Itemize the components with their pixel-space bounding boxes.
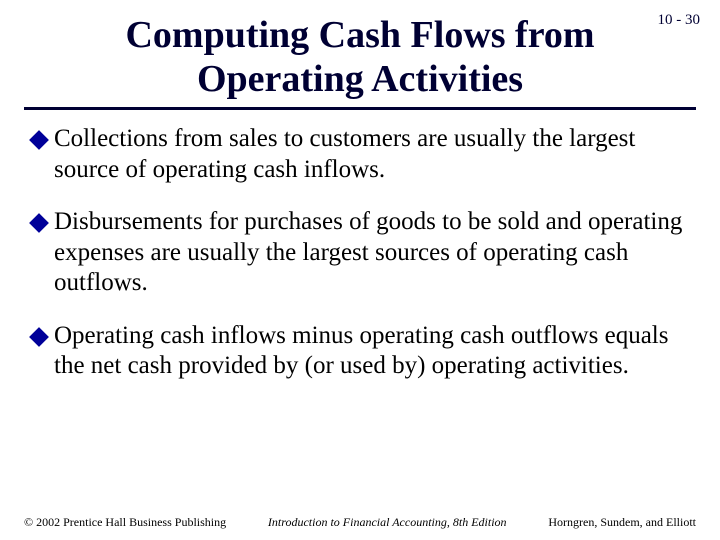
slide-footer: © 2002 Prentice Hall Business Publishing…	[0, 515, 720, 530]
footer-copyright: © 2002 Prentice Hall Business Publishing	[24, 515, 226, 530]
bullet-text: Collections from sales to customers are …	[54, 124, 688, 185]
list-item: Operating cash inflows minus operating c…	[32, 321, 688, 382]
bullet-lead: Disbursements	[54, 208, 203, 235]
diamond-bullet-icon	[29, 130, 49, 150]
page-number: 10 - 30	[658, 12, 701, 29]
bullet-text: Operating cash inflows minus operating c…	[54, 321, 688, 382]
footer-book-title: Introduction to Financial Accounting, 8t…	[226, 515, 548, 530]
diamond-bullet-icon	[29, 327, 49, 347]
list-item: Collections from sales to customers are …	[32, 124, 688, 185]
slide-title: Computing Cash Flows from Operating Acti…	[24, 14, 696, 101]
diamond-bullet-icon	[29, 213, 49, 233]
footer-authors: Horngren, Sundem, and Elliott	[548, 515, 696, 530]
slide-container: 10 - 30 Computing Cash Flows from Operat…	[0, 0, 720, 540]
bullet-text: Disbursements for purchases of goods to …	[54, 207, 688, 299]
bullet-lead: Operating	[54, 322, 154, 349]
bullet-list: Collections from sales to customers are …	[24, 124, 696, 382]
list-item: Disbursements for purchases of goods to …	[32, 207, 688, 299]
bullet-lead: Collections	[54, 125, 168, 152]
title-underline	[24, 107, 696, 110]
